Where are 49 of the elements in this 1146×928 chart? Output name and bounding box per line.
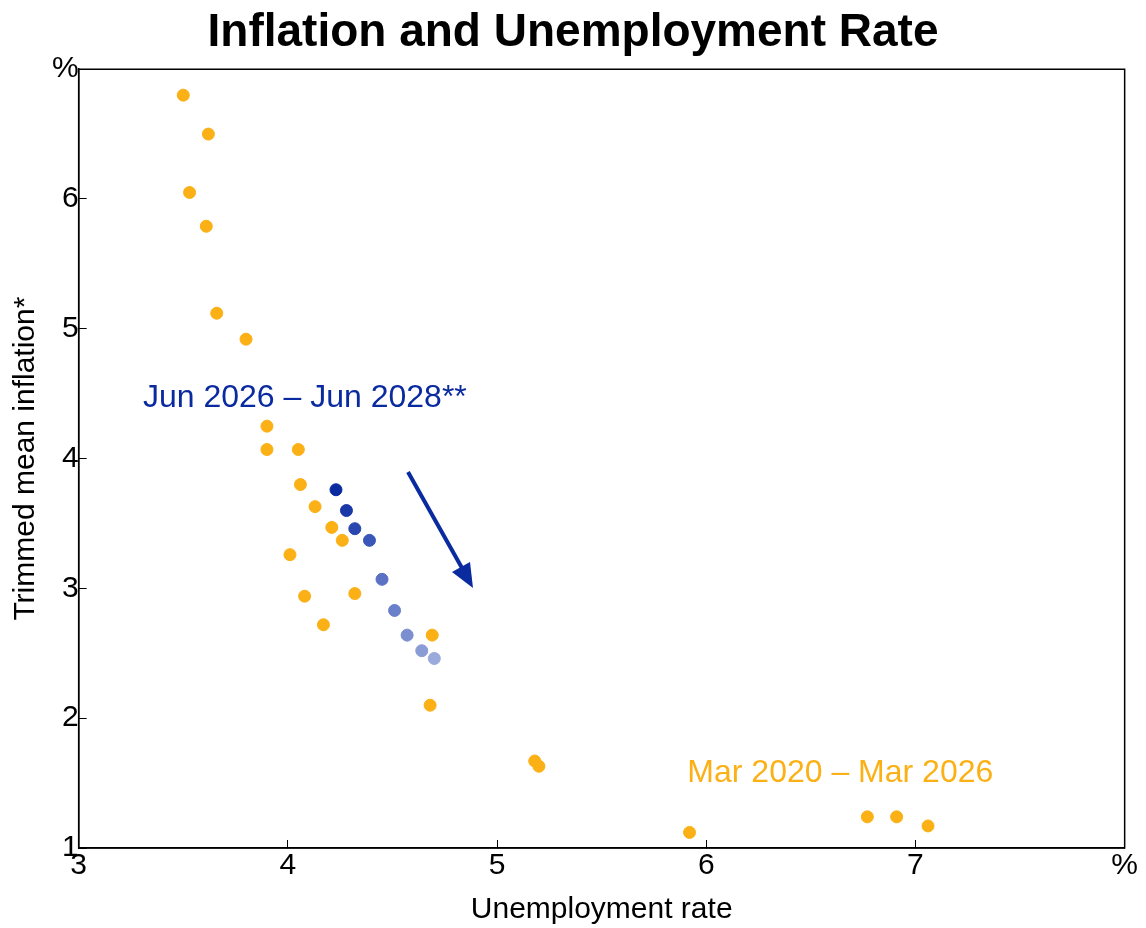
point [239,332,253,346]
point [291,443,305,457]
point [260,443,274,457]
point [316,618,330,632]
x-tick-label: 5 [488,847,506,881]
point [335,533,349,547]
series-label: Mar 2020 – Mar 2026 [687,752,994,789]
point [329,483,343,497]
y-axis-title: Trimmed mean inflation* [7,296,41,621]
x-tick-label: % [1111,847,1139,881]
point [339,504,353,518]
point [183,186,197,200]
point [199,219,213,233]
point [388,603,402,617]
point [308,500,322,514]
y-tick-label: 5 [61,310,79,344]
point [260,419,274,433]
point [683,825,697,839]
y-tick-label: 2 [61,699,79,733]
point [921,819,935,833]
point [348,587,362,601]
y-tick-label: 6 [61,180,79,214]
point [375,572,389,586]
point [210,306,224,320]
point [283,548,297,562]
point [423,698,437,712]
x-tick-label: 6 [697,847,715,881]
text: Jun 2026 – Jun 2028** [142,377,467,414]
point [532,759,546,773]
y-tick-label: % [51,50,79,84]
point [348,522,362,536]
y-tick-label: 3 [61,569,79,603]
point [362,533,376,547]
point [425,628,439,642]
point [860,810,874,824]
point [890,810,904,824]
y-tick-label: 4 [61,439,79,473]
point [400,628,414,642]
point [415,644,429,658]
point [427,651,441,665]
x-axis-title: Unemployment rate [470,891,733,925]
x-tick-label: 4 [279,847,297,881]
point [201,127,215,141]
x-tick-label: 7 [907,847,924,881]
point [298,589,312,603]
point [325,520,339,534]
point [176,88,190,102]
chart-title: Inflation and Unemployment Rate [207,4,939,57]
point [293,478,307,492]
